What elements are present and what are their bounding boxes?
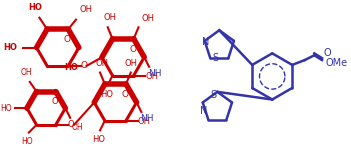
Text: HO: HO <box>93 135 106 144</box>
Text: O: O <box>64 35 71 44</box>
Text: O: O <box>68 120 74 129</box>
Text: HO: HO <box>21 137 33 146</box>
Text: OH: OH <box>71 123 83 132</box>
Text: HO: HO <box>4 43 17 52</box>
Text: NH: NH <box>148 69 161 78</box>
Text: OH: OH <box>21 68 33 77</box>
Text: OH: OH <box>138 117 151 126</box>
Text: HO: HO <box>29 3 42 12</box>
Text: N: N <box>200 106 207 116</box>
Text: OH: OH <box>80 5 93 14</box>
Text: OMe: OMe <box>326 58 348 68</box>
Text: OH: OH <box>145 72 158 81</box>
Text: NH: NH <box>140 114 154 123</box>
Text: HO: HO <box>64 63 78 72</box>
Text: HO: HO <box>0 104 12 113</box>
Text: OH: OH <box>141 14 154 22</box>
Text: N: N <box>202 37 210 47</box>
Text: OH: OH <box>95 59 108 68</box>
Text: HO: HO <box>100 90 113 99</box>
Text: O: O <box>80 61 87 70</box>
Text: O: O <box>121 90 128 99</box>
Text: S: S <box>212 53 219 63</box>
Text: S: S <box>211 90 217 100</box>
Text: O: O <box>324 48 332 58</box>
Text: O: O <box>52 97 58 106</box>
Text: O: O <box>129 45 136 54</box>
Text: OH: OH <box>124 59 137 68</box>
Text: OH: OH <box>103 13 116 22</box>
